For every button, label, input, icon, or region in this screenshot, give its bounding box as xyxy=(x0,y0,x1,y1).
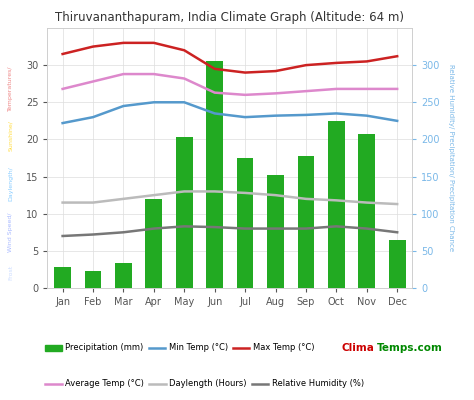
Legend: Average Temp (°C), Daylength (Hours), Relative Humidity (%): Average Temp (°C), Daylength (Hours), Re… xyxy=(42,376,367,392)
Text: Sunshine/: Sunshine/ xyxy=(8,120,13,152)
Text: Clima: Clima xyxy=(341,343,374,353)
Title: Thiruvananthapuram, India Climate Graph (Altitude: 64 m): Thiruvananthapuram, India Climate Graph … xyxy=(55,11,404,24)
Text: Frost: Frost xyxy=(8,264,13,280)
Bar xyxy=(358,134,375,288)
Bar xyxy=(206,62,223,288)
Bar xyxy=(115,264,132,288)
Text: Temps.com: Temps.com xyxy=(377,343,443,353)
Bar xyxy=(85,271,101,288)
Legend: Precipitation (mm), Min Temp (°C), Max Temp (°C): Precipitation (mm), Min Temp (°C), Max T… xyxy=(42,340,318,356)
Text: Wind Speed/: Wind Speed/ xyxy=(8,212,13,252)
Bar xyxy=(54,267,71,288)
Text: Daylength/: Daylength/ xyxy=(8,167,13,201)
Bar xyxy=(267,175,284,288)
Bar xyxy=(298,156,314,288)
Bar xyxy=(237,158,254,288)
Bar xyxy=(146,199,162,288)
Text: Temperatures/: Temperatures/ xyxy=(8,65,13,111)
Bar xyxy=(389,240,406,288)
Bar xyxy=(176,137,192,288)
Bar xyxy=(328,121,345,288)
Y-axis label: Relative Humidity/ Precipitation/ Precipitation Chance: Relative Humidity/ Precipitation/ Precip… xyxy=(448,64,455,252)
